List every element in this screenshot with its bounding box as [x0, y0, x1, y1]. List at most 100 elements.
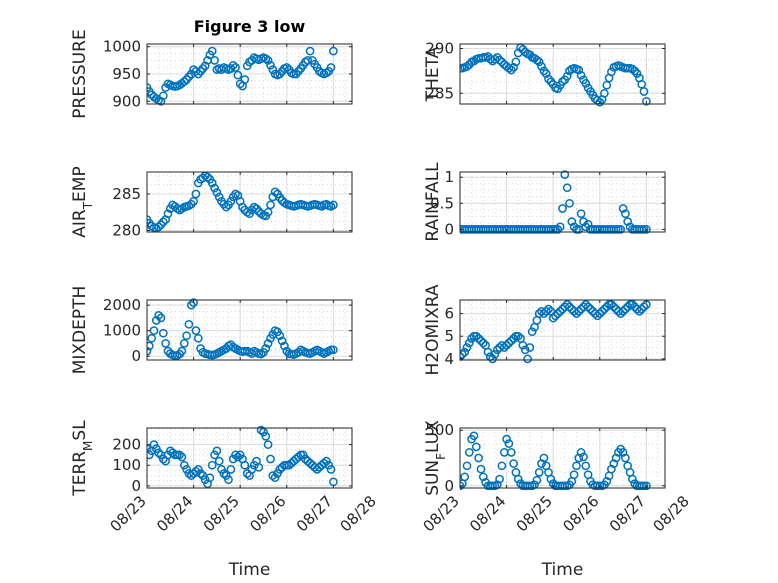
- data-point: [303, 56, 313, 65]
- data-point: [618, 306, 628, 316]
- data-point: [326, 63, 336, 72]
- data-point: [478, 472, 488, 482]
- data-point: [319, 458, 329, 468]
- data-point: [151, 316, 161, 325]
- data-point: [214, 192, 224, 202]
- x-tick-label: 08/27: [293, 492, 336, 535]
- series-markers: [460, 170, 651, 234]
- data-point: [537, 62, 546, 71]
- data-point: [263, 339, 273, 348]
- data-point: [478, 338, 488, 348]
- data-point: [191, 467, 201, 476]
- x-tick-label: 08/24: [153, 492, 196, 535]
- data-point: [609, 302, 619, 312]
- x-tick-label: 08/23: [107, 492, 150, 535]
- data-point: [562, 71, 572, 81]
- data-point: [541, 69, 551, 78]
- y-axis-label: PRESSURE: [70, 29, 90, 118]
- data-point: [268, 65, 278, 74]
- data-point: [184, 319, 194, 329]
- data-point: [460, 472, 470, 482]
- data-point: [210, 56, 219, 65]
- y-tick-label: 285: [425, 84, 454, 102]
- data-point: [541, 306, 551, 316]
- data-point: [558, 204, 567, 213]
- series-markers: [147, 425, 338, 489]
- data-point: [474, 453, 483, 463]
- data-point: [534, 468, 544, 477]
- data-point: [221, 202, 231, 212]
- data-point: [240, 460, 250, 470]
- data-point: [261, 344, 271, 353]
- data-point: [569, 222, 579, 232]
- data-point: [583, 219, 593, 229]
- data-point: [263, 440, 273, 449]
- data-point: [569, 470, 579, 480]
- subplot-5: 0 1000 2000 MIXDEPTH: [70, 286, 353, 374]
- x-tick-label: 08/28: [336, 492, 379, 535]
- data-point: [256, 349, 266, 359]
- data-point: [565, 198, 574, 208]
- data-point: [275, 331, 285, 341]
- y-tick-label: 4: [444, 350, 454, 368]
- data-point: [462, 461, 472, 471]
- data-point: [460, 352, 465, 361]
- x-tick-label: 08/24: [466, 492, 509, 535]
- data-point: [576, 448, 586, 457]
- data-point: [212, 188, 222, 197]
- data-point: [147, 444, 152, 454]
- data-point: [637, 304, 647, 314]
- data-point: [200, 61, 210, 71]
- data-point: [226, 196, 236, 206]
- data-point: [499, 343, 509, 352]
- data-point: [203, 172, 212, 182]
- data-point: [212, 446, 222, 456]
- data-point: [525, 343, 535, 352]
- data-point: [462, 343, 472, 352]
- data-point: [618, 204, 628, 213]
- y-tick-label: 280: [112, 222, 141, 240]
- data-point: [586, 304, 595, 314]
- data-point: [179, 460, 189, 470]
- x-tick-label: 08/28: [649, 492, 692, 535]
- data-point: [268, 471, 278, 480]
- y-tick-label: 1000: [103, 38, 141, 56]
- data-point: [240, 75, 250, 84]
- data-point: [495, 474, 504, 484]
- data-point: [329, 46, 338, 56]
- y-tick-label: 0: [444, 220, 454, 238]
- data-point: [233, 452, 243, 462]
- data-point: [532, 475, 542, 485]
- data-point: [560, 170, 570, 179]
- data-point: [163, 209, 173, 219]
- data-point: [233, 70, 243, 80]
- subplot-1: 900 950 1000 PRESSURE Figure 3 low: [70, 17, 353, 119]
- data-point: [158, 217, 168, 227]
- data-point: [502, 434, 511, 444]
- y-tick-label: 2000: [103, 296, 141, 314]
- data-point: [261, 54, 271, 64]
- data-point: [231, 63, 240, 72]
- data-point: [280, 341, 289, 351]
- axes-box: [146, 299, 353, 361]
- data-point: [607, 67, 616, 77]
- data-point: [513, 331, 523, 341]
- data-point: [219, 469, 229, 478]
- data-point: [628, 64, 637, 74]
- data-point: [154, 448, 163, 458]
- y-axis-label: TERRMSL: [70, 420, 95, 497]
- data-point: [639, 302, 649, 312]
- data-point: [460, 347, 470, 357]
- axes-box: [459, 171, 666, 233]
- data-point: [579, 452, 588, 462]
- data-point: [263, 207, 273, 217]
- data-point: [177, 346, 187, 356]
- data-point: [464, 448, 474, 457]
- y-tick-label: 0.5: [430, 194, 454, 212]
- series-markers: [147, 46, 338, 106]
- data-point: [509, 459, 518, 468]
- data-point: [513, 474, 523, 484]
- data-point: [539, 453, 549, 463]
- y-tick-label: 900: [112, 92, 141, 110]
